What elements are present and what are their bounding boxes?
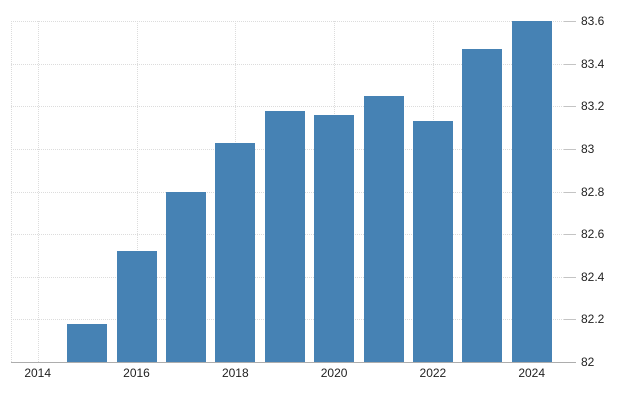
h-gridline [11,63,576,65]
y-axis-tick [564,63,576,65]
x-tick-label: 2016 [123,366,150,380]
y-tick-label: 82.2 [581,312,605,327]
y-tick-label: 82 [581,355,595,369]
y-axis-tick [564,319,576,321]
bar [363,95,404,362]
y-axis-tick [564,148,576,150]
bar [215,142,256,362]
bar [511,21,552,362]
y-tick-label: 83 [581,141,595,156]
x-axis-line [11,362,576,363]
y-axis-tick [564,106,576,108]
y-axis-tick [564,191,576,193]
bar [67,323,108,362]
bar [412,121,453,362]
y-axis-tick [564,234,576,236]
y-tick-label: 83.2 [581,99,605,114]
y-tick-label: 82.6 [581,227,605,242]
bar [462,48,503,362]
x-tick-label: 2018 [221,366,249,380]
bar [116,251,157,362]
h-gridline [11,106,576,108]
y-axis-tick [564,276,576,278]
y-tick-label: 83.4 [581,56,605,71]
bar [314,114,355,362]
bar [264,110,305,362]
y-tick-label: 83.6 [581,14,605,28]
y-tick-label: 82.4 [581,269,605,284]
y-tick-label: 82.8 [581,184,605,199]
x-tick-label: 2022 [419,366,447,380]
bar [165,191,206,362]
y-axis-tick [564,21,576,22]
x-tick-label: 2020 [320,366,348,380]
h-gridline [11,21,576,22]
x-tick-label: 2014 [24,366,52,380]
x-tick-label: 2024 [518,366,546,380]
